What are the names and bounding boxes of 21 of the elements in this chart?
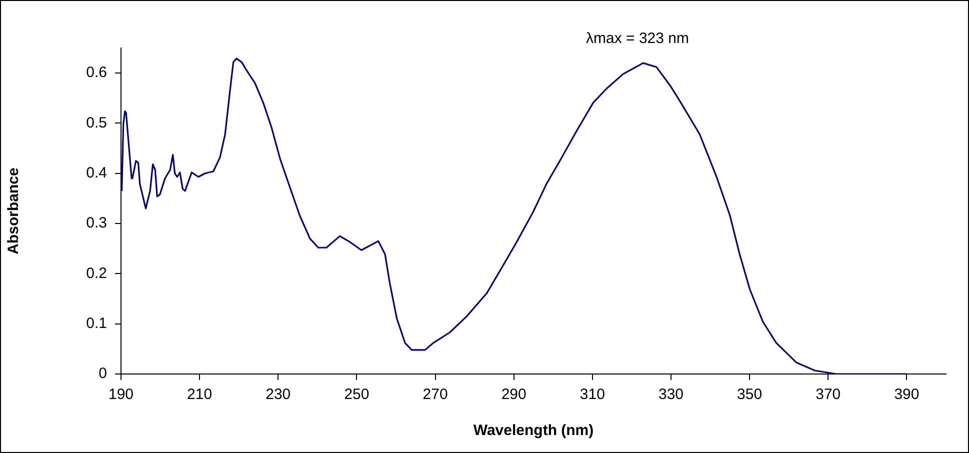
x-tick-label: 270 — [422, 386, 448, 404]
x-tick-label: 330 — [658, 386, 684, 404]
x-tick-label: 290 — [501, 386, 526, 404]
y-tick-label: 0.4 — [86, 164, 107, 182]
x-tick-label: 210 — [187, 386, 212, 404]
x-tick-label: 190 — [108, 386, 134, 404]
y-tick-label: 0.3 — [86, 214, 107, 232]
y-tick-label: 0 — [98, 365, 107, 382]
x-tick-label: 370 — [816, 386, 841, 404]
annotation: λmax = 323 nm — [586, 30, 689, 48]
y-tick-label: 0.2 — [86, 264, 107, 282]
y-axis-title: Absorbance — [5, 168, 22, 254]
y-tick-label: 0.6 — [86, 64, 107, 82]
x-axis-title: Wavelength (nm) — [473, 422, 594, 440]
y-tick-label: 0.1 — [86, 314, 107, 332]
x-tick-label: 250 — [344, 386, 370, 404]
x-tick-label: 350 — [737, 386, 762, 404]
x-tick-label: 310 — [580, 386, 605, 404]
x-tick-label: 390 — [894, 386, 920, 404]
x-tick-label: 230 — [266, 386, 291, 404]
y-tick-label: 0.5 — [86, 114, 107, 132]
